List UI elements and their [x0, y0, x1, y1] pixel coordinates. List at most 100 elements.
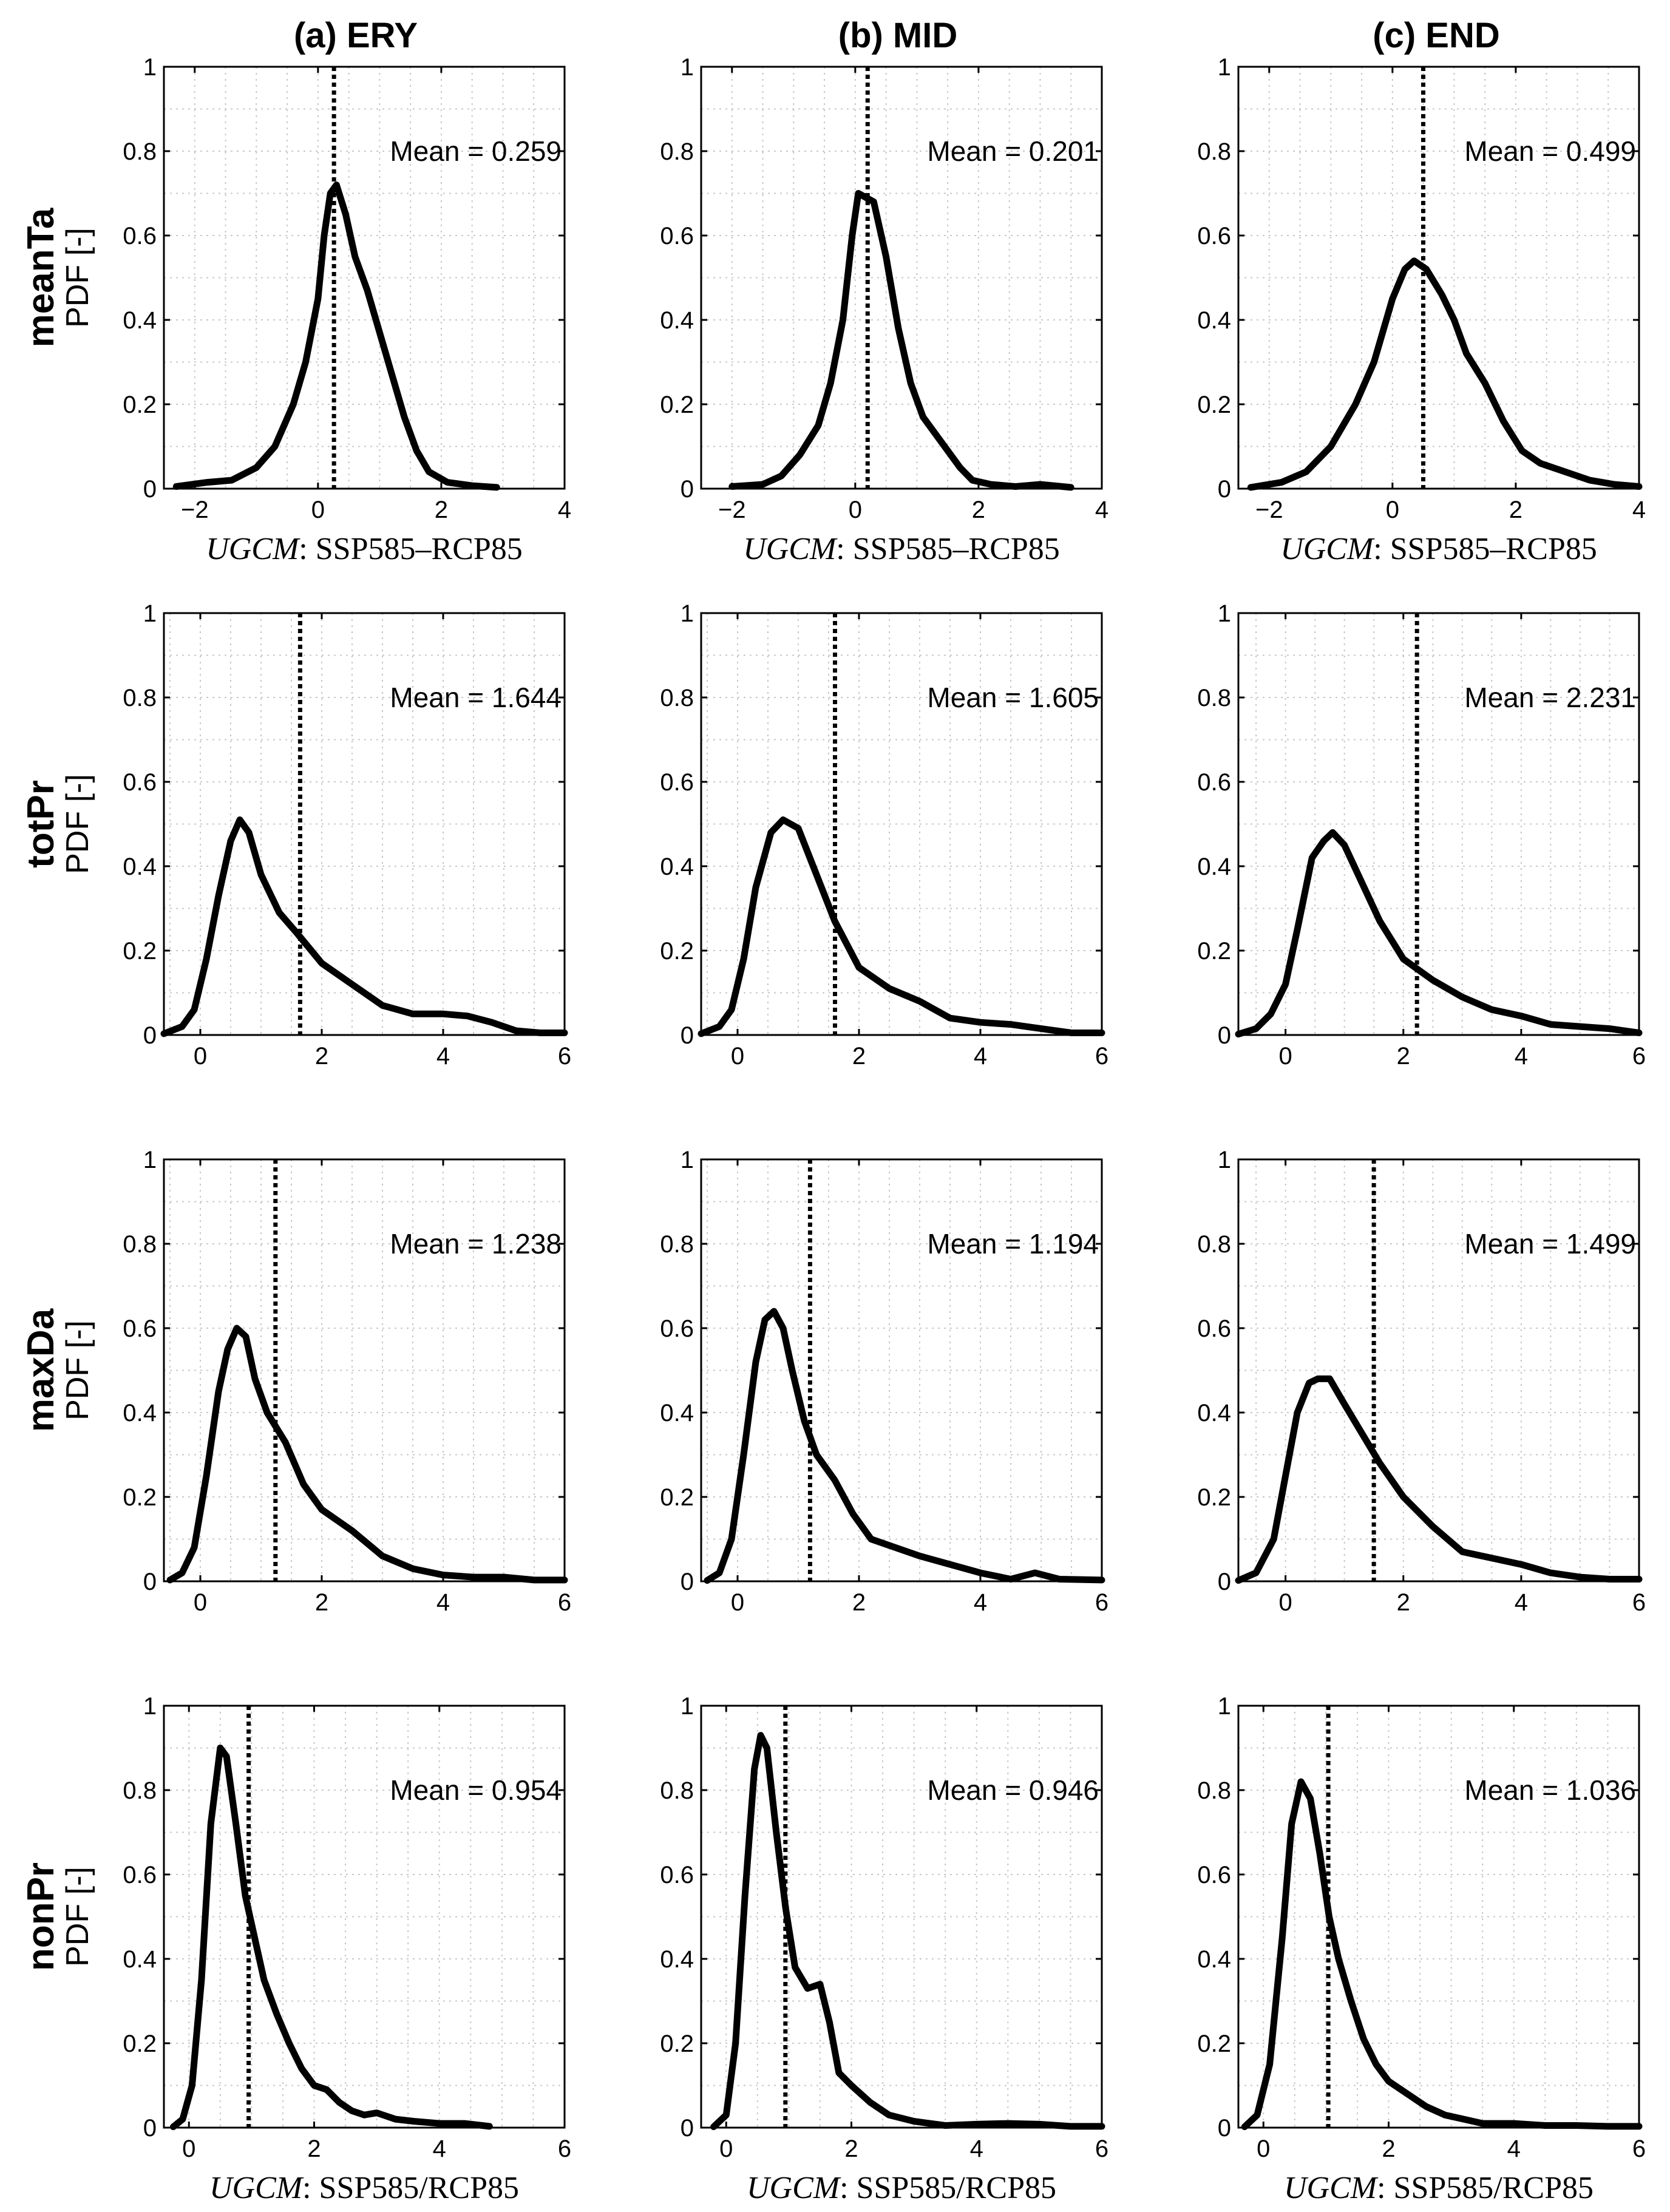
y-tick-label: 0.2 [660, 1484, 694, 1511]
y-tick-label: 0.8 [660, 138, 694, 165]
x-axis-label-scenario: : SSP585/RCP85 [840, 2171, 1056, 2205]
y-tick-label: 0.4 [1197, 853, 1231, 880]
x-tick-label: 0 [182, 2136, 195, 2162]
row-label-nonpr: nonPr [20, 1862, 62, 1971]
pdf-curve [172, 182, 500, 491]
x-tick-label: 0 [194, 1589, 207, 1616]
x-tick-label: 0 [311, 497, 325, 523]
column-titles: (a) ERY (b) MID (c) END [294, 16, 1500, 55]
pdf-curve [1247, 257, 1643, 491]
x-tick-label: 2 [1509, 497, 1522, 523]
mean-annotation: Mean = 1.605 [927, 682, 1099, 713]
y-tick-label: 0.6 [1197, 769, 1231, 796]
y-tick-label: 0.8 [660, 1777, 694, 1804]
x-axis-label-scenario: : SSP585/RCP85 [302, 2171, 519, 2205]
pdf-curve [160, 816, 568, 1037]
y-tick-label: 0.4 [660, 1400, 694, 1427]
y-tick-label: 0.6 [123, 1315, 157, 1342]
x-tick-label: 2 [852, 1589, 866, 1616]
x-axis-label: UGCM: SSP585–RCP85 [743, 532, 1060, 566]
x-axis-label-scenario: : SSP585–RCP85 [299, 532, 523, 566]
y-tick-label: 0.4 [123, 307, 157, 334]
panel-totpr-mid: 0 0.2 0.4 0.6 0.8 1 0 2 4 6 Mean = 1.605 [660, 600, 1108, 1070]
y-tick-label: 0.6 [660, 1315, 694, 1342]
pdf-curve [698, 816, 1105, 1037]
x-axis-label-model: UGCM [209, 2171, 304, 2205]
y-tick-label: 0.8 [1197, 685, 1231, 711]
pdf-curve [728, 190, 1074, 491]
y-tick-label: 0.8 [123, 1231, 157, 1258]
y-tick-label: 0.6 [1197, 223, 1231, 249]
panel-nonpr-ery: 0 0.2 0.4 0.6 0.8 1 0 2 4 6 Mean = 0.954 UGCM: SSP5… [20, 1693, 571, 2205]
axes-box [163, 66, 566, 490]
row-label-maxda: maxDa [20, 1308, 62, 1432]
x-tick-label: 0 [731, 1589, 744, 1616]
x-axis-label: UGCM: SSP585/RCP85 [747, 2171, 1056, 2205]
x-tick-label: 4 [970, 2136, 983, 2162]
x-tick-label: 2 [1397, 1043, 1410, 1070]
y-tick-label: 0.6 [123, 1862, 157, 1888]
y-tick-label: 0.6 [660, 223, 694, 249]
y-tick-label: 1 [143, 600, 157, 627]
y-tick-label: 0.8 [123, 1777, 157, 1804]
axes-box [163, 612, 566, 1036]
mean-annotation: Mean = 1.036 [1464, 1774, 1636, 1806]
mean-annotation: Mean = 1.499 [1464, 1228, 1636, 1260]
x-axis-label: UGCM: SSP585–RCP85 [206, 532, 523, 566]
panel-meanta-mid: 0 0.2 0.4 0.6 0.8 1 −2 0 2 4 Mean = 0.201 UGCM: SSP… [660, 54, 1108, 566]
y-tick-label: 0.2 [1197, 1484, 1231, 1511]
axes-box [1237, 1158, 1640, 1583]
x-tick-label: 2 [307, 2136, 321, 2162]
y-tick-label: 0.4 [660, 307, 694, 334]
panel-nonpr-end: 0 0.2 0.4 0.6 0.8 1 0 2 4 6 Mean = 1.036 UGCM: SSP5… [1197, 1693, 1646, 2205]
x-tick-label: 0 [849, 497, 862, 523]
x-tick-label: 0 [731, 1043, 744, 1070]
panel-meanta-ery: 0 0.2 0.4 0.6 0.8 1 −2 0 2 4 Mean = 0.259 UGCM: SSP… [20, 54, 571, 566]
axes-box [700, 612, 1103, 1036]
panel-nonpr-mid: 0 0.2 0.4 0.6 0.8 1 0 2 4 6 Mean = 0.946 UGCM: SSP5… [660, 1693, 1108, 2205]
y-axis-label: PDF [-] [60, 774, 95, 874]
mean-annotation: Mean = 2.231 [1464, 682, 1636, 713]
y-tick-label: 0.6 [660, 769, 694, 796]
x-tick-label: 4 [436, 1589, 450, 1616]
y-tick-label: 0 [681, 2115, 694, 2142]
x-tick-label: 4 [433, 2136, 446, 2162]
y-tick-label: 0.4 [660, 1946, 694, 1973]
x-tick-label: 0 [719, 2136, 733, 2162]
y-tick-label: 0 [681, 476, 694, 503]
x-tick-label: 4 [1507, 2136, 1521, 2162]
x-tick-label: 4 [974, 1043, 987, 1070]
x-axis-label-scenario: : SSP585–RCP85 [836, 532, 1060, 566]
x-tick-label: 6 [1095, 1043, 1108, 1070]
y-tick-label: 0.4 [1197, 1946, 1231, 1973]
x-tick-label: 0 [1279, 1043, 1292, 1070]
y-tick-label: 0 [143, 1569, 157, 1595]
x-tick-label: 2 [315, 1589, 328, 1616]
row-label-totpr: totPr [20, 780, 62, 868]
x-tick-label: 4 [1632, 497, 1646, 523]
y-tick-label: 1 [143, 54, 157, 81]
y-tick-label: 0.4 [123, 1946, 157, 1973]
x-tick-label: 6 [1632, 1589, 1646, 1616]
x-tick-label: 0 [1386, 497, 1399, 523]
panel-maxda-end: 0 0.2 0.4 0.6 0.8 1 0 2 4 6 Mean = 1.499 [1197, 1147, 1646, 1616]
column-title-ery: (a) ERY [294, 16, 418, 55]
row-label-meanta: meanTa [20, 208, 62, 347]
y-tick-label: 0.8 [660, 685, 694, 711]
y-tick-label: 0.2 [123, 1484, 157, 1511]
axes-box [1237, 1705, 1640, 2129]
y-tick-label: 0 [1218, 2115, 1231, 2142]
y-tick-label: 0.8 [1197, 138, 1231, 165]
y-tick-label: 0.2 [1197, 2030, 1231, 2057]
y-tick-label: 0 [681, 1022, 694, 1049]
x-axis-label-model: UGCM [1280, 532, 1375, 566]
x-tick-label: 2 [315, 1043, 328, 1070]
y-tick-label: 0.8 [123, 685, 157, 711]
axes-box [1237, 66, 1640, 490]
mean-annotation: Mean = 1.644 [390, 682, 562, 713]
y-tick-label: 1 [143, 1693, 157, 1720]
x-tick-label: 6 [558, 2136, 571, 2162]
y-tick-label: 1 [143, 1147, 157, 1173]
